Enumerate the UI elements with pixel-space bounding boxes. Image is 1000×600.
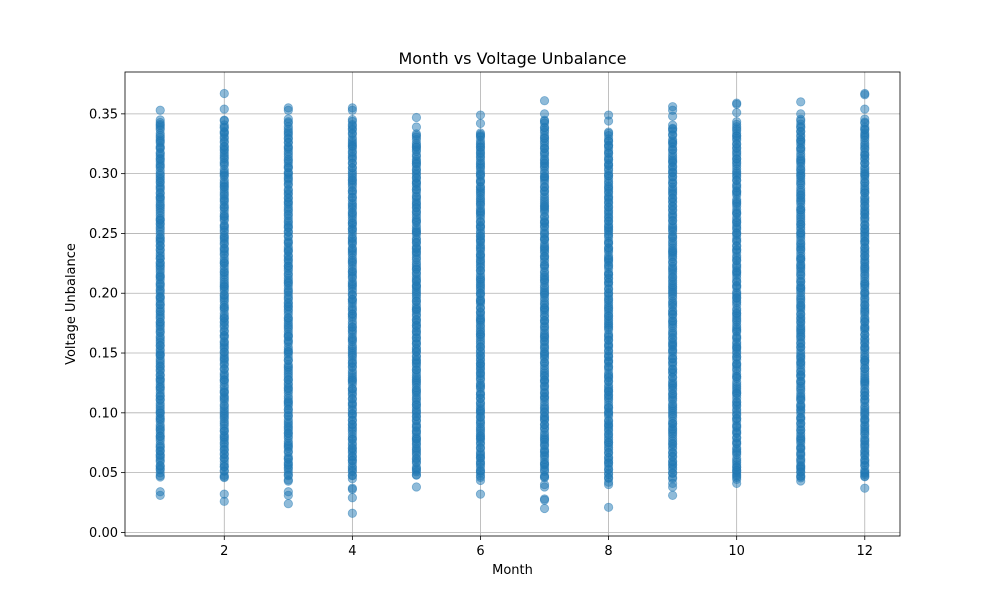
scatter-point-outlier <box>155 487 165 497</box>
scatter-point-outlier <box>668 478 678 488</box>
scatter-point-outlier <box>860 104 870 114</box>
x-tick-label: 2 <box>220 544 228 559</box>
y-tick-label: 0.00 <box>89 526 118 541</box>
scatter-point-outlier <box>283 487 293 497</box>
y-tick-label: 0.30 <box>89 167 118 182</box>
x-tick-label: 4 <box>348 544 356 559</box>
ticks-layer: 2 4 6 8 10 12 0.00 0.05 0.10 0.15 0.20 0.25 0.30 0.35 <box>89 107 873 559</box>
scatter-point <box>283 114 293 124</box>
scatter-point-outlier <box>475 110 486 120</box>
y-tick-label: 0.20 <box>89 287 118 302</box>
scatter-point-outlier <box>860 483 870 493</box>
scatter-point-outlier <box>219 489 229 499</box>
scatter-point-outlier <box>283 103 293 113</box>
scatter-point-outlier <box>539 109 550 119</box>
scatter-point-outlier <box>603 477 614 487</box>
x-tick-label: 8 <box>604 544 612 559</box>
scatter-point-outlier <box>411 122 422 132</box>
scatter-point-outlier <box>219 88 229 99</box>
scatter-point <box>219 115 229 125</box>
scatter-point-outlier <box>411 482 422 492</box>
scatter-point-outlier <box>347 103 357 113</box>
x-tick-label: 12 <box>856 544 873 559</box>
scatter-point <box>668 120 678 130</box>
scatter-point <box>732 117 742 127</box>
scatter-point-outlier <box>796 464 806 474</box>
x-tick-label: 6 <box>476 544 484 559</box>
y-axis-label: Voltage Unbalance <box>64 243 79 365</box>
scatter-point-outlier <box>732 108 742 118</box>
scatter-point-outlier <box>411 112 422 123</box>
scatter-point-outlier <box>219 104 229 114</box>
scatter-point-outlier <box>668 102 678 112</box>
y-tick-label: 0.05 <box>89 466 118 481</box>
scatter-point-outlier <box>732 98 742 108</box>
y-tick-label: 0.25 <box>89 227 118 242</box>
scatter-point-outlier <box>539 479 550 490</box>
scatter-point-outlier <box>283 499 293 509</box>
scatter-point-outlier <box>603 110 614 120</box>
points-layer <box>155 88 870 518</box>
x-tick-label: 10 <box>728 544 745 559</box>
scatter-point <box>860 114 870 124</box>
scatter-point-outlier <box>668 490 678 500</box>
scatter-point <box>475 128 486 138</box>
scatter-point-outlier <box>732 465 742 475</box>
scatter-point-outlier <box>860 88 870 99</box>
scatter-point <box>603 127 614 137</box>
y-tick-label: 0.10 <box>89 406 118 421</box>
scatter-point <box>347 115 357 125</box>
scatter-point-outlier <box>475 489 486 499</box>
scatter-point-outlier <box>796 109 806 119</box>
scatter-point-outlier <box>539 494 550 504</box>
scatter-point <box>155 115 165 125</box>
scatter-point-outlier <box>539 96 550 106</box>
scatter-point-outlier <box>860 471 870 481</box>
scatter-point-outlier <box>475 118 486 129</box>
x-axis-label: Month <box>492 563 533 578</box>
scatter-point-outlier <box>603 502 614 512</box>
plot-frame <box>124 71 901 537</box>
scatter-point-outlier <box>796 97 806 107</box>
scatter-point-outlier <box>347 483 357 493</box>
scatter-point-outlier <box>155 105 165 115</box>
y-tick-label: 0.15 <box>89 347 118 362</box>
chart-title: Month vs Voltage Unbalance <box>398 49 626 68</box>
scatter-point-outlier <box>347 493 357 503</box>
scatter-point-outlier <box>347 508 357 518</box>
y-tick-label: 0.35 <box>89 107 118 122</box>
scatter-point-outlier <box>539 503 550 514</box>
